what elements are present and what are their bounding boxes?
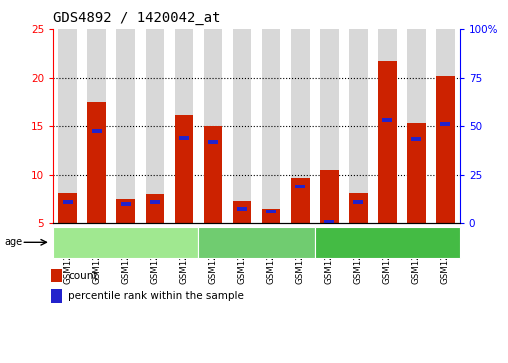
Bar	[411, 137, 421, 140]
Bar	[378, 29, 397, 223]
Bar	[291, 29, 309, 223]
Bar	[320, 29, 338, 223]
Bar	[58, 29, 77, 223]
Bar	[320, 170, 338, 223]
Text: count: count	[68, 270, 98, 281]
Bar	[378, 61, 397, 223]
Bar	[145, 29, 165, 223]
Text: middle aged (12 months): middle aged (12 months)	[197, 238, 316, 247]
Bar	[87, 102, 106, 223]
Bar	[116, 199, 135, 223]
Bar	[121, 202, 131, 206]
Bar	[150, 200, 160, 204]
Bar	[440, 122, 451, 126]
Bar	[436, 29, 455, 223]
Text: young (2 months): young (2 months)	[84, 238, 168, 247]
Bar	[233, 201, 251, 223]
Bar	[407, 123, 426, 223]
Bar	[266, 210, 276, 213]
Bar	[382, 118, 392, 122]
Bar	[62, 200, 73, 204]
Text: percentile rank within the sample: percentile rank within the sample	[68, 291, 244, 301]
Bar	[348, 29, 368, 223]
Bar	[262, 209, 280, 223]
Bar	[291, 178, 309, 223]
Bar	[175, 29, 194, 223]
Bar	[204, 29, 223, 223]
Text: age: age	[4, 237, 22, 247]
Bar	[353, 200, 363, 204]
Bar	[295, 184, 305, 188]
Bar	[262, 29, 280, 223]
Bar	[436, 76, 455, 223]
Bar	[208, 140, 218, 143]
Text: aged (24 months): aged (24 months)	[344, 238, 430, 247]
Bar	[407, 29, 426, 223]
Bar	[324, 220, 334, 224]
Bar	[204, 126, 223, 223]
Bar	[116, 29, 135, 223]
Bar	[91, 129, 102, 133]
Text: GDS4892 / 1420042_at: GDS4892 / 1420042_at	[53, 11, 221, 25]
Bar	[87, 29, 106, 223]
Bar	[233, 29, 251, 223]
Bar	[145, 194, 165, 223]
Bar	[348, 193, 368, 223]
Bar	[179, 136, 189, 140]
Bar	[58, 193, 77, 223]
Bar	[175, 115, 194, 223]
Bar	[237, 207, 247, 211]
